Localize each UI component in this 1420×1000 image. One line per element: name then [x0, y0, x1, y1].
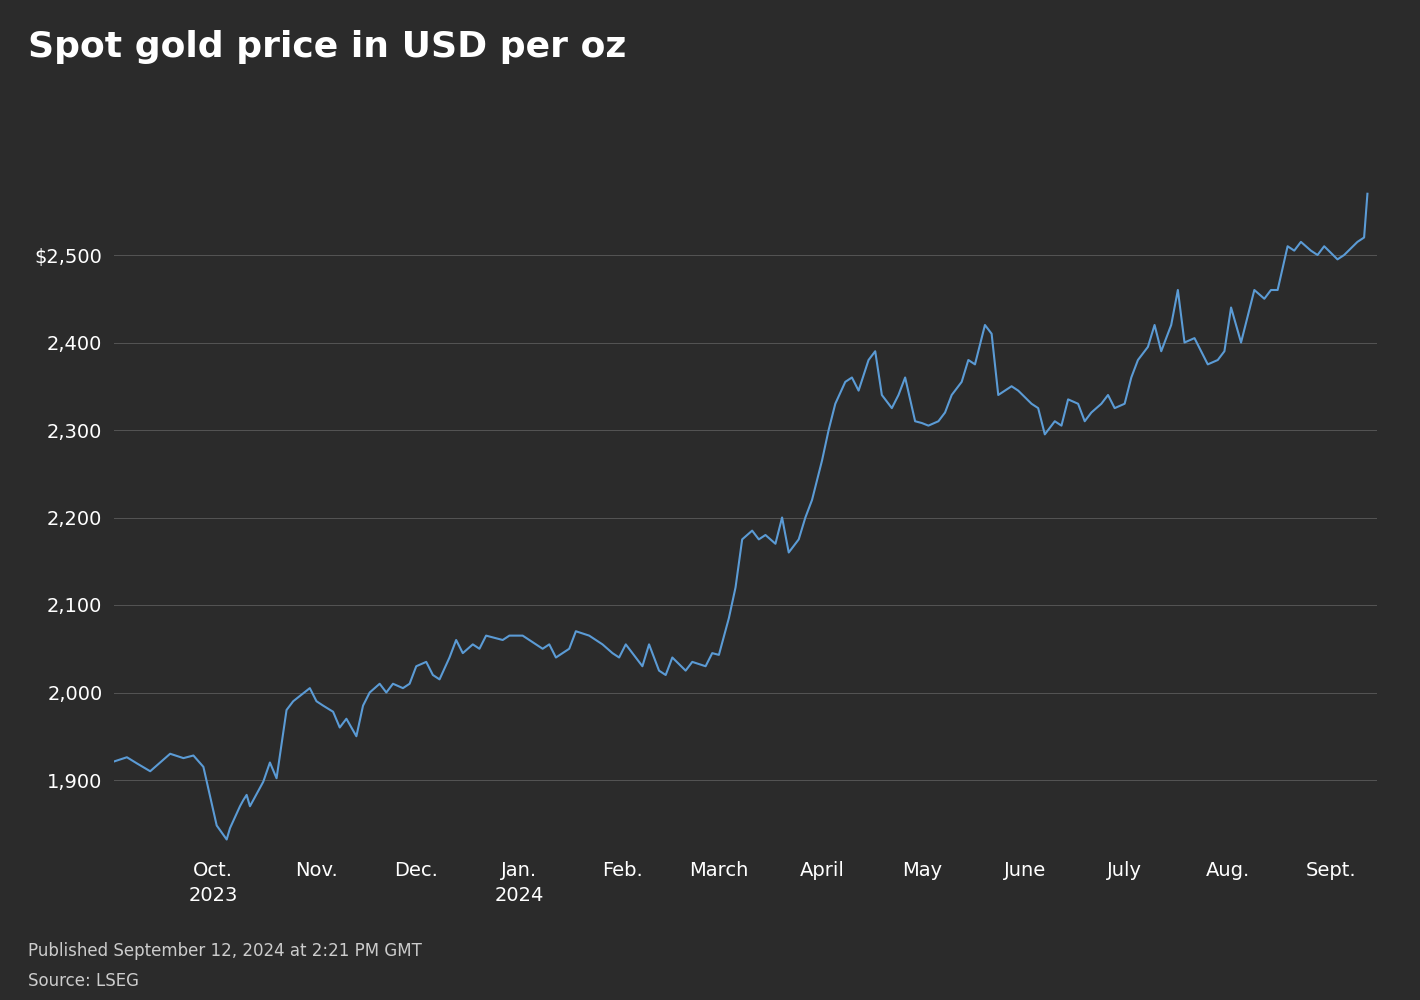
Text: Source: LSEG: Source: LSEG	[28, 972, 139, 990]
Text: Published September 12, 2024 at 2:21 PM GMT: Published September 12, 2024 at 2:21 PM …	[28, 942, 422, 960]
Text: Spot gold price in USD per oz: Spot gold price in USD per oz	[28, 30, 626, 64]
